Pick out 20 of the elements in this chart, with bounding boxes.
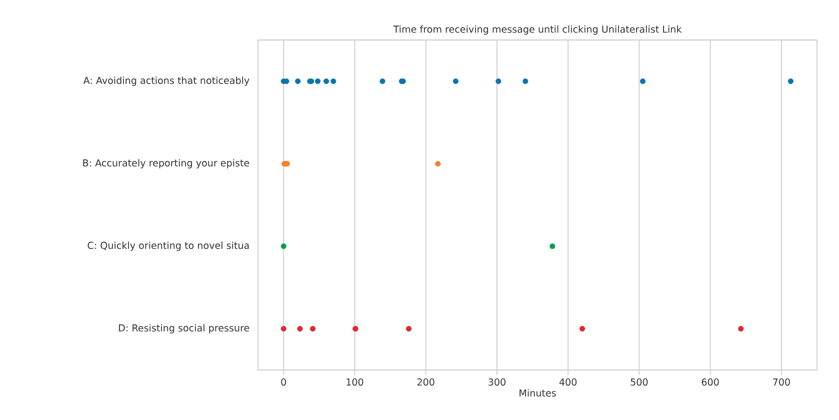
y-tick-label: D: Resisting social pressure — [119, 324, 250, 334]
x-tick-label: 600 — [702, 378, 719, 386]
point — [496, 78, 502, 84]
point — [640, 78, 646, 84]
x-tick-label: 300 — [488, 378, 506, 386]
x-tick-label: 100 — [346, 378, 364, 386]
point — [452, 78, 459, 84]
x-tick-label: 0 — [281, 378, 286, 386]
y-tick-label: A: Avoiding actions that noticeably — [83, 76, 250, 86]
y-tick-label: C: Quickly orienting to novel situa — [88, 242, 249, 251]
chart-title: Time from receiving message until clicking Unilateralist Link — [393, 25, 682, 35]
x-axis-title: Minutes — [520, 389, 556, 397]
point — [788, 78, 794, 84]
x-tick-label: 200 — [417, 378, 434, 386]
x-tick-label: 500 — [630, 378, 648, 386]
x-tick-label: 400 — [559, 378, 577, 386]
y-tick-label: B: Accurately reporting your episte — [83, 159, 250, 168]
point — [380, 78, 386, 84]
point — [522, 78, 528, 84]
x-tick-label: 700 — [773, 378, 790, 386]
